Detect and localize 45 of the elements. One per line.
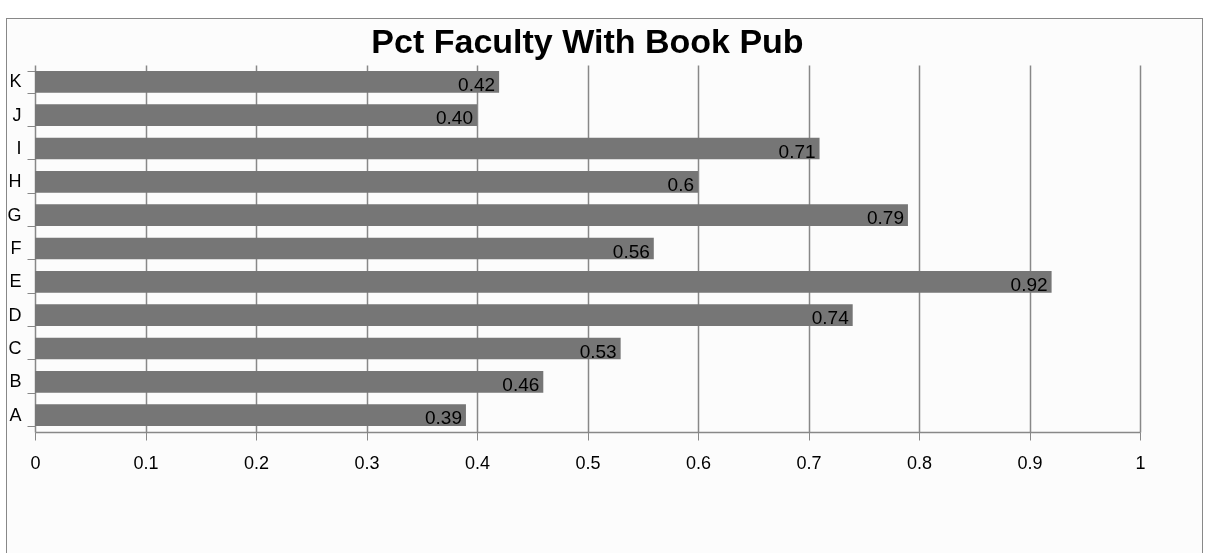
y-tick-label: I <box>16 138 22 158</box>
x-tick-label: 0.5 <box>575 452 601 473</box>
bar <box>35 404 466 426</box>
y-tick-label: B <box>9 371 22 392</box>
chart-title: Pct Faculty With Book Pub <box>371 22 804 60</box>
bar <box>35 204 908 226</box>
x-tick-label: 0 <box>30 452 41 473</box>
x-tick-label: 0.6 <box>685 452 712 473</box>
x-tick-label: 0.2 <box>243 452 270 473</box>
y-tick-label: F <box>10 238 22 258</box>
bar <box>35 71 500 93</box>
data-label: 0.53 <box>579 340 617 362</box>
y-tick-label: G <box>7 204 22 225</box>
y-tick-label: H <box>8 171 22 192</box>
bar <box>35 304 853 326</box>
data-label: 0.40 <box>436 107 473 129</box>
x-tick-label: 0.9 <box>1017 452 1043 473</box>
data-label: 0.46 <box>502 373 540 395</box>
y-tick-label: D <box>8 304 22 325</box>
data-label: 0.6 <box>667 173 694 195</box>
data-label: 0.42 <box>458 73 496 95</box>
x-tick-label: 0.1 <box>133 452 159 473</box>
bar <box>35 337 621 360</box>
y-tick-label: C <box>8 338 22 358</box>
y-tick-label: K <box>9 71 22 92</box>
bar <box>35 171 698 193</box>
data-label: 0.74 <box>811 307 850 329</box>
y-tick-label: E <box>9 271 22 292</box>
bar <box>35 271 1052 293</box>
x-tick-label: 0.7 <box>796 452 822 473</box>
y-tick-label: A <box>9 404 22 425</box>
bar <box>35 104 477 126</box>
data-label: 0.39 <box>424 407 462 429</box>
x-tick-label: 0.3 <box>354 452 380 473</box>
data-label: 0.71 <box>778 140 816 162</box>
x-tick-label: 1 <box>1135 452 1146 473</box>
bar <box>35 237 654 260</box>
data-label: 0.79 <box>866 207 904 229</box>
x-tick-label: 0.8 <box>906 452 933 473</box>
x-tick-label: 0.4 <box>464 452 491 473</box>
bar <box>35 371 544 393</box>
data-label: 0.92 <box>1010 273 1048 295</box>
y-tick-label: J <box>12 104 22 125</box>
bar <box>35 137 820 160</box>
data-label: 0.56 <box>612 240 650 262</box>
